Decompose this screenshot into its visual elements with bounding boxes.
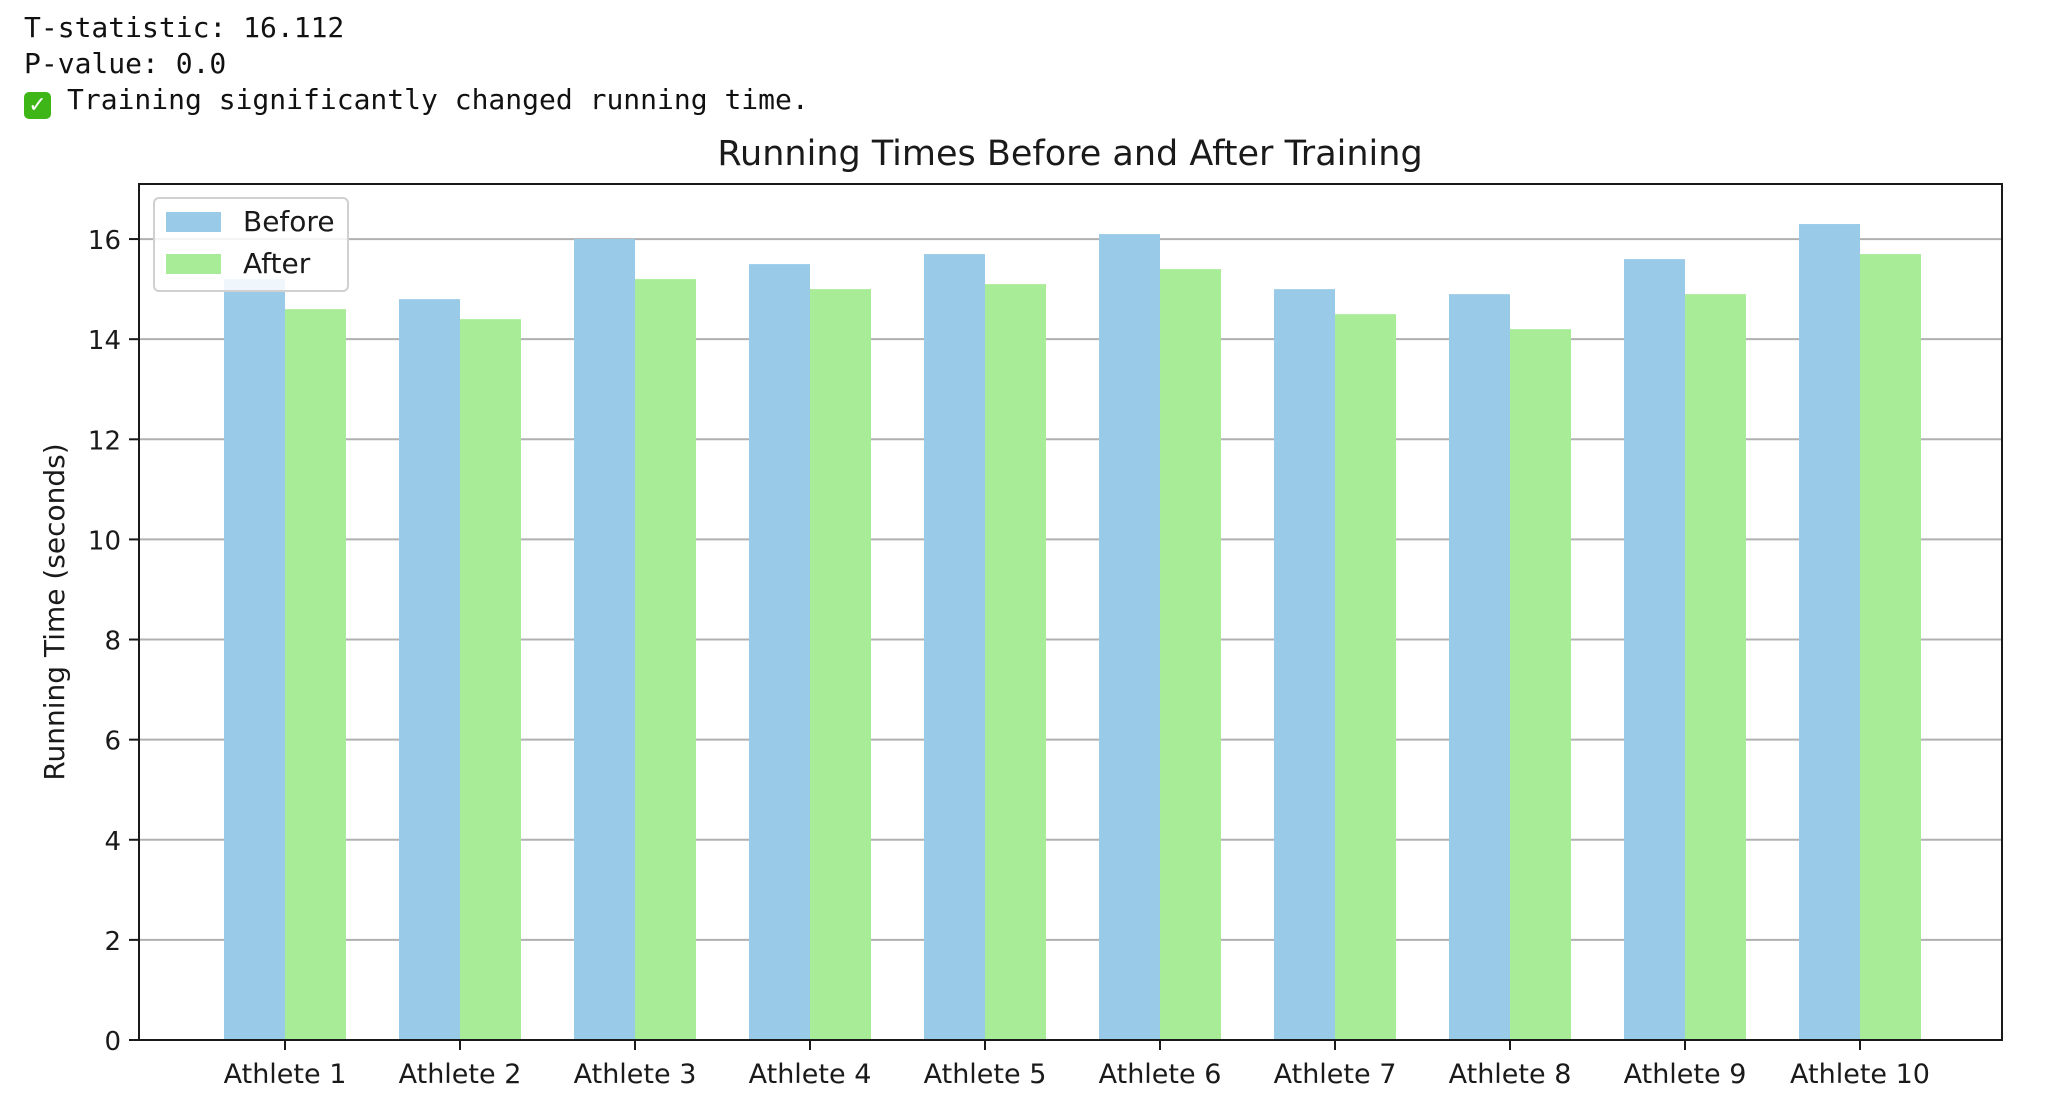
y-tick-label: 6 [104,727,121,757]
conclusion-text: Training significantly changed running t… [67,83,809,116]
bar-before-10 [1799,224,1860,1041]
bar-after-2 [460,319,521,1040]
y-tick-label: 16 [88,226,121,256]
console-output: T-statistic: 16.112 P-value: 0.0 ✓ Traini… [24,10,809,119]
legend: Before After [153,197,349,292]
bar-before-8 [1449,294,1510,1040]
y-tick-label: 10 [88,526,121,556]
bar-before-2 [399,299,460,1040]
bar-after-3 [635,279,696,1041]
x-tick-label: Athlete 2 [399,1059,522,1090]
plot-frame [138,183,2003,1041]
bar-after-4 [810,289,871,1040]
x-tick-label: Athlete 1 [224,1059,347,1090]
x-tick-label: Athlete 7 [1274,1059,1397,1090]
bar-before-7 [1274,289,1335,1040]
x-tick-label: Athlete 8 [1449,1059,1572,1090]
y-axis-label: Running Time (seconds) [38,443,71,780]
x-tick-label: Athlete 5 [924,1059,1047,1090]
x-tick-label: Athlete 4 [749,1059,872,1090]
bar-after-10 [1860,254,1921,1040]
y-tick-label: 8 [104,627,121,657]
bar-after-8 [1510,329,1571,1041]
bar-before-3 [574,239,635,1040]
check-mark-icon: ✓ [24,92,51,119]
bars [224,224,1921,1041]
legend-label-after: After [243,247,311,280]
t-statistic-line: T-statistic: 16.112 [24,11,345,44]
bar-before-4 [749,264,810,1040]
bar-after-9 [1685,294,1746,1040]
chart-title: Running Times Before and After Training [717,134,1422,174]
legend-swatch-before [166,212,221,232]
y-tick-label: 12 [88,426,121,456]
axes: 0 2 4 6 8 10 12 14 16 Athlete 1 Athlete 2 Athlete 3… [88,226,1930,1090]
y-tick-label: 14 [88,326,121,356]
x-tick-label: Athlete 10 [1790,1059,1930,1090]
bar-after-6 [1160,269,1221,1040]
y-tick-label: 4 [104,827,121,857]
p-value-line: P-value: 0.0 [24,47,227,80]
bar-before-9 [1624,259,1685,1040]
x-tick-label: Athlete 3 [574,1059,697,1090]
bar-before-6 [1099,234,1160,1041]
legend-label-before: Before [243,205,335,238]
bar-before-5 [924,254,985,1040]
bar-before-1 [224,279,285,1041]
legend-swatch-after [166,254,221,274]
y-tick-label: 2 [104,927,121,957]
bar-after-5 [985,284,1046,1041]
conclusion-line: ✓ Training significantly changed running … [24,82,809,119]
x-tick-label: Athlete 6 [1099,1059,1222,1090]
x-tick-label: Athlete 9 [1624,1059,1747,1090]
bar-after-1 [285,309,346,1040]
y-tick-label: 0 [104,1027,121,1057]
bar-after-7 [1335,314,1396,1040]
